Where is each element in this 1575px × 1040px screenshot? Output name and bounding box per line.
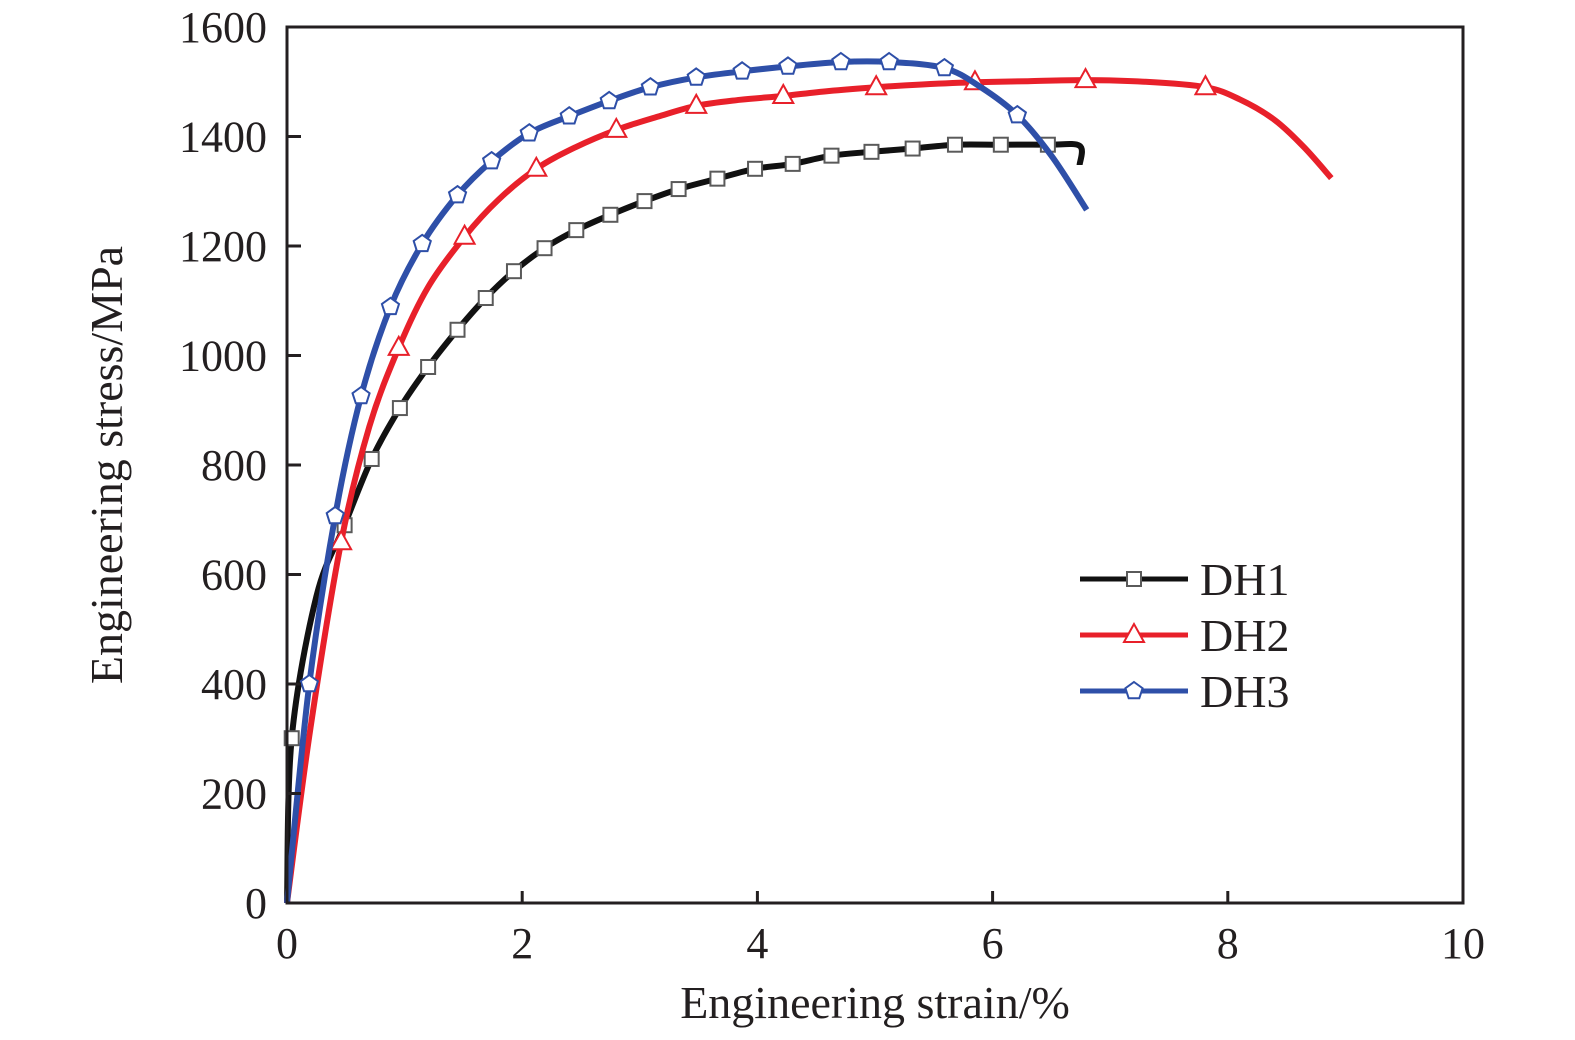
data-point-dh3 [934, 57, 955, 77]
series-dh1 [283, 136, 1085, 904]
y-tick-label: 1600 [179, 3, 267, 52]
data-point-dh3 [599, 90, 619, 110]
data-point-dh3 [559, 105, 579, 125]
data-point-dh1 [568, 222, 585, 239]
data-point-dh3 [778, 56, 798, 75]
data-point-dh3 [879, 51, 899, 71]
legend-item-dh3: DH3 [1080, 666, 1289, 717]
data-point-dh3 [640, 76, 661, 96]
data-point-dh2 [524, 155, 549, 177]
y-tick-label: 600 [201, 551, 267, 600]
data-point-dh3 [831, 51, 851, 71]
data-point-dh1 [784, 155, 801, 172]
y-tick-label: 400 [201, 660, 267, 709]
data-point-dh2 [452, 223, 477, 245]
legend-label: DH3 [1200, 666, 1289, 717]
x-axis-title: Engineering strain/% [680, 977, 1070, 1028]
data-point-dh3 [1007, 104, 1028, 124]
data-point-dh2 [864, 74, 888, 96]
data-point-dh1 [505, 263, 522, 280]
data-point-dh1 [536, 240, 553, 257]
legend-marker [1122, 621, 1146, 643]
data-point-dh3 [519, 122, 539, 142]
data-point-dh1 [391, 400, 408, 417]
legend-label: DH1 [1200, 554, 1289, 605]
data-point-dh1 [449, 321, 466, 338]
series-layer [283, 51, 1334, 904]
data-point-dh1 [946, 136, 963, 153]
data-point-dh2 [329, 529, 353, 551]
legend-label: DH2 [1200, 610, 1289, 661]
data-point-dh1 [636, 193, 653, 210]
data-point-dh2 [771, 82, 795, 104]
data-point-dh3 [481, 150, 502, 170]
data-point-dh1 [904, 140, 921, 157]
legend-marker [1126, 571, 1142, 587]
x-tick-label: 2 [511, 919, 533, 968]
data-point-dh2 [1073, 67, 1098, 89]
x-tick-label: 0 [276, 919, 298, 968]
data-point-dh1 [747, 160, 764, 177]
y-tick-label: 0 [245, 879, 267, 928]
data-point-dh2 [387, 334, 411, 356]
x-tick-label: 6 [982, 919, 1004, 968]
data-point-dh3 [732, 61, 752, 80]
data-point-dh2 [604, 116, 628, 138]
y-axis-title: Engineering stress/MPa [81, 246, 132, 684]
data-point-dh3 [380, 296, 401, 316]
series-dh3 [284, 51, 1090, 904]
data-point-dh3 [686, 67, 706, 86]
y-tick-label: 1400 [179, 113, 267, 162]
data-point-dh2 [684, 92, 708, 114]
data-point-dh3 [351, 385, 371, 405]
data-point-dh1 [992, 136, 1009, 153]
ticks-layer: 0 2 4 6 8 10 0 200 400 600 800 1000 1200 1400 1600 [179, 3, 1485, 968]
legend-item-dh1: DH1 [1080, 554, 1289, 605]
y-tick-label: 1000 [179, 332, 267, 381]
data-point-dh1 [602, 206, 619, 223]
y-tick-label: 1200 [179, 222, 267, 271]
data-point-dh3 [325, 505, 345, 525]
series-dh2 [284, 67, 1334, 904]
data-point-dh3 [299, 673, 320, 693]
series-line-dh1 [284, 141, 1085, 904]
data-point-dh1 [420, 358, 437, 375]
series-line-dh3 [284, 58, 1090, 904]
y-tick-label: 800 [201, 441, 267, 490]
x-tick-label: 4 [746, 919, 768, 968]
x-tick-label: 10 [1441, 919, 1485, 968]
data-point-dh2 [1193, 74, 1218, 96]
legend-marker [1124, 680, 1144, 700]
data-point-dh1 [709, 170, 726, 187]
x-tick-label: 8 [1217, 919, 1239, 968]
data-point-dh1 [477, 290, 494, 307]
data-point-dh3 [447, 184, 468, 204]
legend-item-dh2: DH2 [1080, 610, 1289, 661]
data-point-dh1 [863, 143, 880, 160]
data-point-dh1 [363, 450, 380, 467]
series-line-dh2 [284, 77, 1334, 904]
data-point-dh3 [412, 233, 432, 253]
y-tick-label: 200 [201, 770, 267, 819]
data-point-dh1 [823, 147, 840, 164]
data-point-dh1 [670, 181, 687, 198]
